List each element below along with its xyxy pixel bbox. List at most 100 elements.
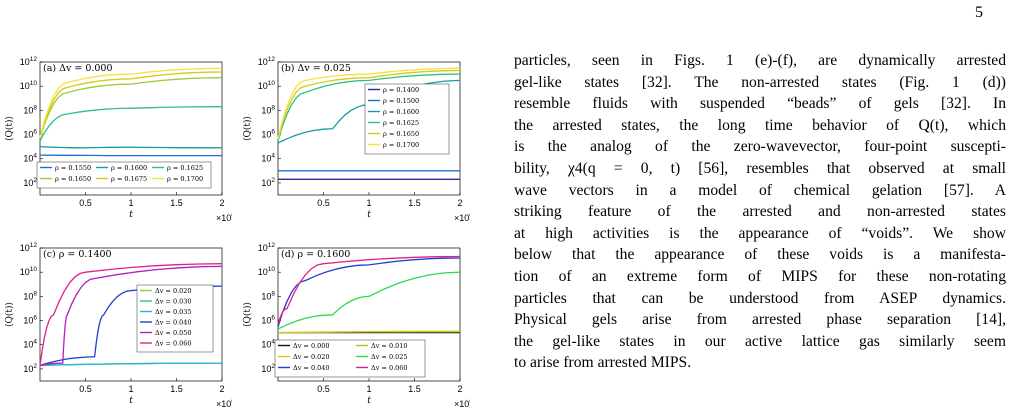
x-tick-label: 1 <box>128 198 133 208</box>
legend-label: ρ = 0.1550 <box>55 164 91 172</box>
legend-label: Δv = 0.010 <box>371 342 408 350</box>
x-tick-label: 1.5 <box>408 198 421 208</box>
y-tick-label: 1010 <box>258 266 276 277</box>
chart-svg: 102 104 106 108 1010 1012 0.5 1 1.5 2 t ⟨Q(t)⟩ ×106 (… <box>242 242 470 409</box>
series-line <box>277 257 461 328</box>
text-line: resemble fluids with suspended “beads” o… <box>514 95 1006 113</box>
y-tick-label: 1012 <box>258 242 276 253</box>
x-tick-label: 1.5 <box>170 384 183 394</box>
legend-label: ρ = 0.1700 <box>167 175 203 183</box>
text-line: Physical gels arise from arrested phase … <box>514 311 1006 329</box>
y-axis-label: ⟨Q(t)⟩ <box>242 302 253 327</box>
legend-label: Δv = 0.040 <box>293 364 330 372</box>
text-line: particles, seen in Figs. 1 (e)-(f), are … <box>514 52 1006 69</box>
x-tick-label: 1 <box>366 198 371 208</box>
x-tick-label: 2 <box>457 384 462 394</box>
legend-label: Δv = 0.025 <box>371 353 408 361</box>
legend-label: ρ = 0.1650 <box>383 130 419 138</box>
page-number: 5 <box>975 4 983 21</box>
text-line: particles that can be understood from AS… <box>514 289 1006 307</box>
legend-label: Δv = 0.040 <box>155 319 192 327</box>
body-paragraph: particles, seen in Figs. 1 (e)-(f), are … <box>514 50 1006 374</box>
y-axis-label: ⟨Q(t)⟩ <box>242 116 253 141</box>
y-tick-label: 104 <box>261 339 275 350</box>
x-multiplier: ×106 <box>454 212 470 223</box>
series-line <box>39 265 223 366</box>
legend-box <box>36 161 212 189</box>
series-line <box>39 145 222 149</box>
series-line <box>39 154 222 157</box>
y-tick-label: 1012 <box>20 56 38 67</box>
y-tick-label: 106 <box>23 315 37 326</box>
legend-label: ρ = 0.1500 <box>383 97 419 105</box>
y-tick-label: 1012 <box>20 242 38 253</box>
legend-label: Δv = 0.060 <box>371 364 408 372</box>
y-tick-label: 104 <box>23 339 37 350</box>
x-multiplier: ×106 <box>216 398 232 409</box>
text-line: bility, χ4(q = 0, t) [56], resembles tha… <box>514 159 1006 177</box>
panel-title: (d) ρ = 0.1600 <box>281 249 350 260</box>
text-line: striking feature of the arrested and non… <box>514 203 1006 221</box>
series-line <box>39 106 223 142</box>
legend-label: ρ = 0.1625 <box>167 164 203 172</box>
series-line <box>277 73 461 142</box>
y-tick-label: 108 <box>261 104 275 115</box>
legend-box <box>364 83 450 155</box>
series-line <box>39 67 223 138</box>
text-line: at high activities is the appearance of … <box>514 224 1006 242</box>
legend-label: ρ = 0.1650 <box>55 175 91 183</box>
y-tick-label: 1010 <box>258 80 276 91</box>
y-tick-label: 1012 <box>258 56 276 67</box>
x-axis-label: t <box>367 210 371 220</box>
legend-label: ρ = 0.1625 <box>383 119 419 127</box>
legend-label: ρ = 0.1700 <box>383 141 419 149</box>
y-tick-label: 102 <box>261 177 275 188</box>
legend-box <box>136 284 214 353</box>
x-tick-label: 2 <box>219 198 224 208</box>
x-tick-label: 1.5 <box>170 198 183 208</box>
chart-svg: 102 104 106 108 1010 1012 0.5 1 1.5 2 t ⟨Q(t)⟩ ×106 (… <box>4 56 232 223</box>
y-tick-label: 1010 <box>20 80 38 91</box>
chart-svg: 102 104 106 108 1010 1012 0.5 1 1.5 2 t ⟨Q(t)⟩ ×106 (… <box>242 56 470 223</box>
series-line <box>277 330 460 334</box>
text-line: to arise from arrested MIPS. <box>514 354 692 372</box>
legend-label: Δv = 0.030 <box>155 298 192 306</box>
y-tick-label: 106 <box>23 129 37 140</box>
y-tick-label: 108 <box>23 104 37 115</box>
series-line <box>277 271 461 330</box>
y-tick-label: 108 <box>23 290 37 301</box>
y-axis-label: ⟨Q(t)⟩ <box>4 116 15 141</box>
x-tick-label: 1.5 <box>408 384 421 394</box>
x-tick-label: 2 <box>457 198 462 208</box>
x-tick-label: 1 <box>366 384 371 394</box>
legend-label: Δv = 0.000 <box>293 342 330 350</box>
x-tick-label: 0.5 <box>79 384 92 394</box>
y-tick-label: 106 <box>261 315 275 326</box>
x-axis-label: t <box>129 210 133 220</box>
series-line <box>39 263 223 366</box>
x-axis-label: t <box>129 396 133 406</box>
panel-title: (a) Δv = 0.000 <box>43 63 113 74</box>
x-tick-label: 0.5 <box>79 198 92 208</box>
x-multiplier: ×106 <box>216 212 232 223</box>
series-line <box>39 71 223 139</box>
series-line <box>277 67 461 139</box>
body-text-column: particles, seen in Figs. 1 (e)-(f), are … <box>514 50 1006 374</box>
legend-label: ρ = 0.1400 <box>383 86 419 94</box>
y-tick-label: 102 <box>23 363 37 374</box>
y-tick-label: 108 <box>261 290 275 301</box>
legend-label: ρ = 0.1600 <box>383 108 419 116</box>
text-line: the gel-like states in our active lattic… <box>514 332 1006 350</box>
panel-title: (b) Δv = 0.025 <box>281 63 351 74</box>
legend-label: Δv = 0.035 <box>155 308 192 316</box>
series-line <box>39 77 223 139</box>
y-axis-label: ⟨Q(t)⟩ <box>4 302 15 327</box>
figure-panel-c: 102 104 106 108 1010 1012 0.5 1 1.5 2 t ⟨Q(t)⟩ ×106 (… <box>0 238 232 414</box>
y-tick-label: 1010 <box>20 266 38 277</box>
figure-panel-a: 102 104 106 108 1010 1012 0.5 1 1.5 2 t ⟨Q(t)⟩ ×106 (… <box>0 52 232 228</box>
figure-panel-d: 102 104 106 108 1010 1012 0.5 1 1.5 2 t ⟨Q(t)⟩ ×106 (… <box>238 238 470 414</box>
legend-label: ρ = 0.1675 <box>111 175 147 183</box>
legend-label: Δv = 0.020 <box>293 353 330 361</box>
text-line: below that the appearance of these voids… <box>514 246 1006 264</box>
y-tick-label: 102 <box>23 177 37 188</box>
